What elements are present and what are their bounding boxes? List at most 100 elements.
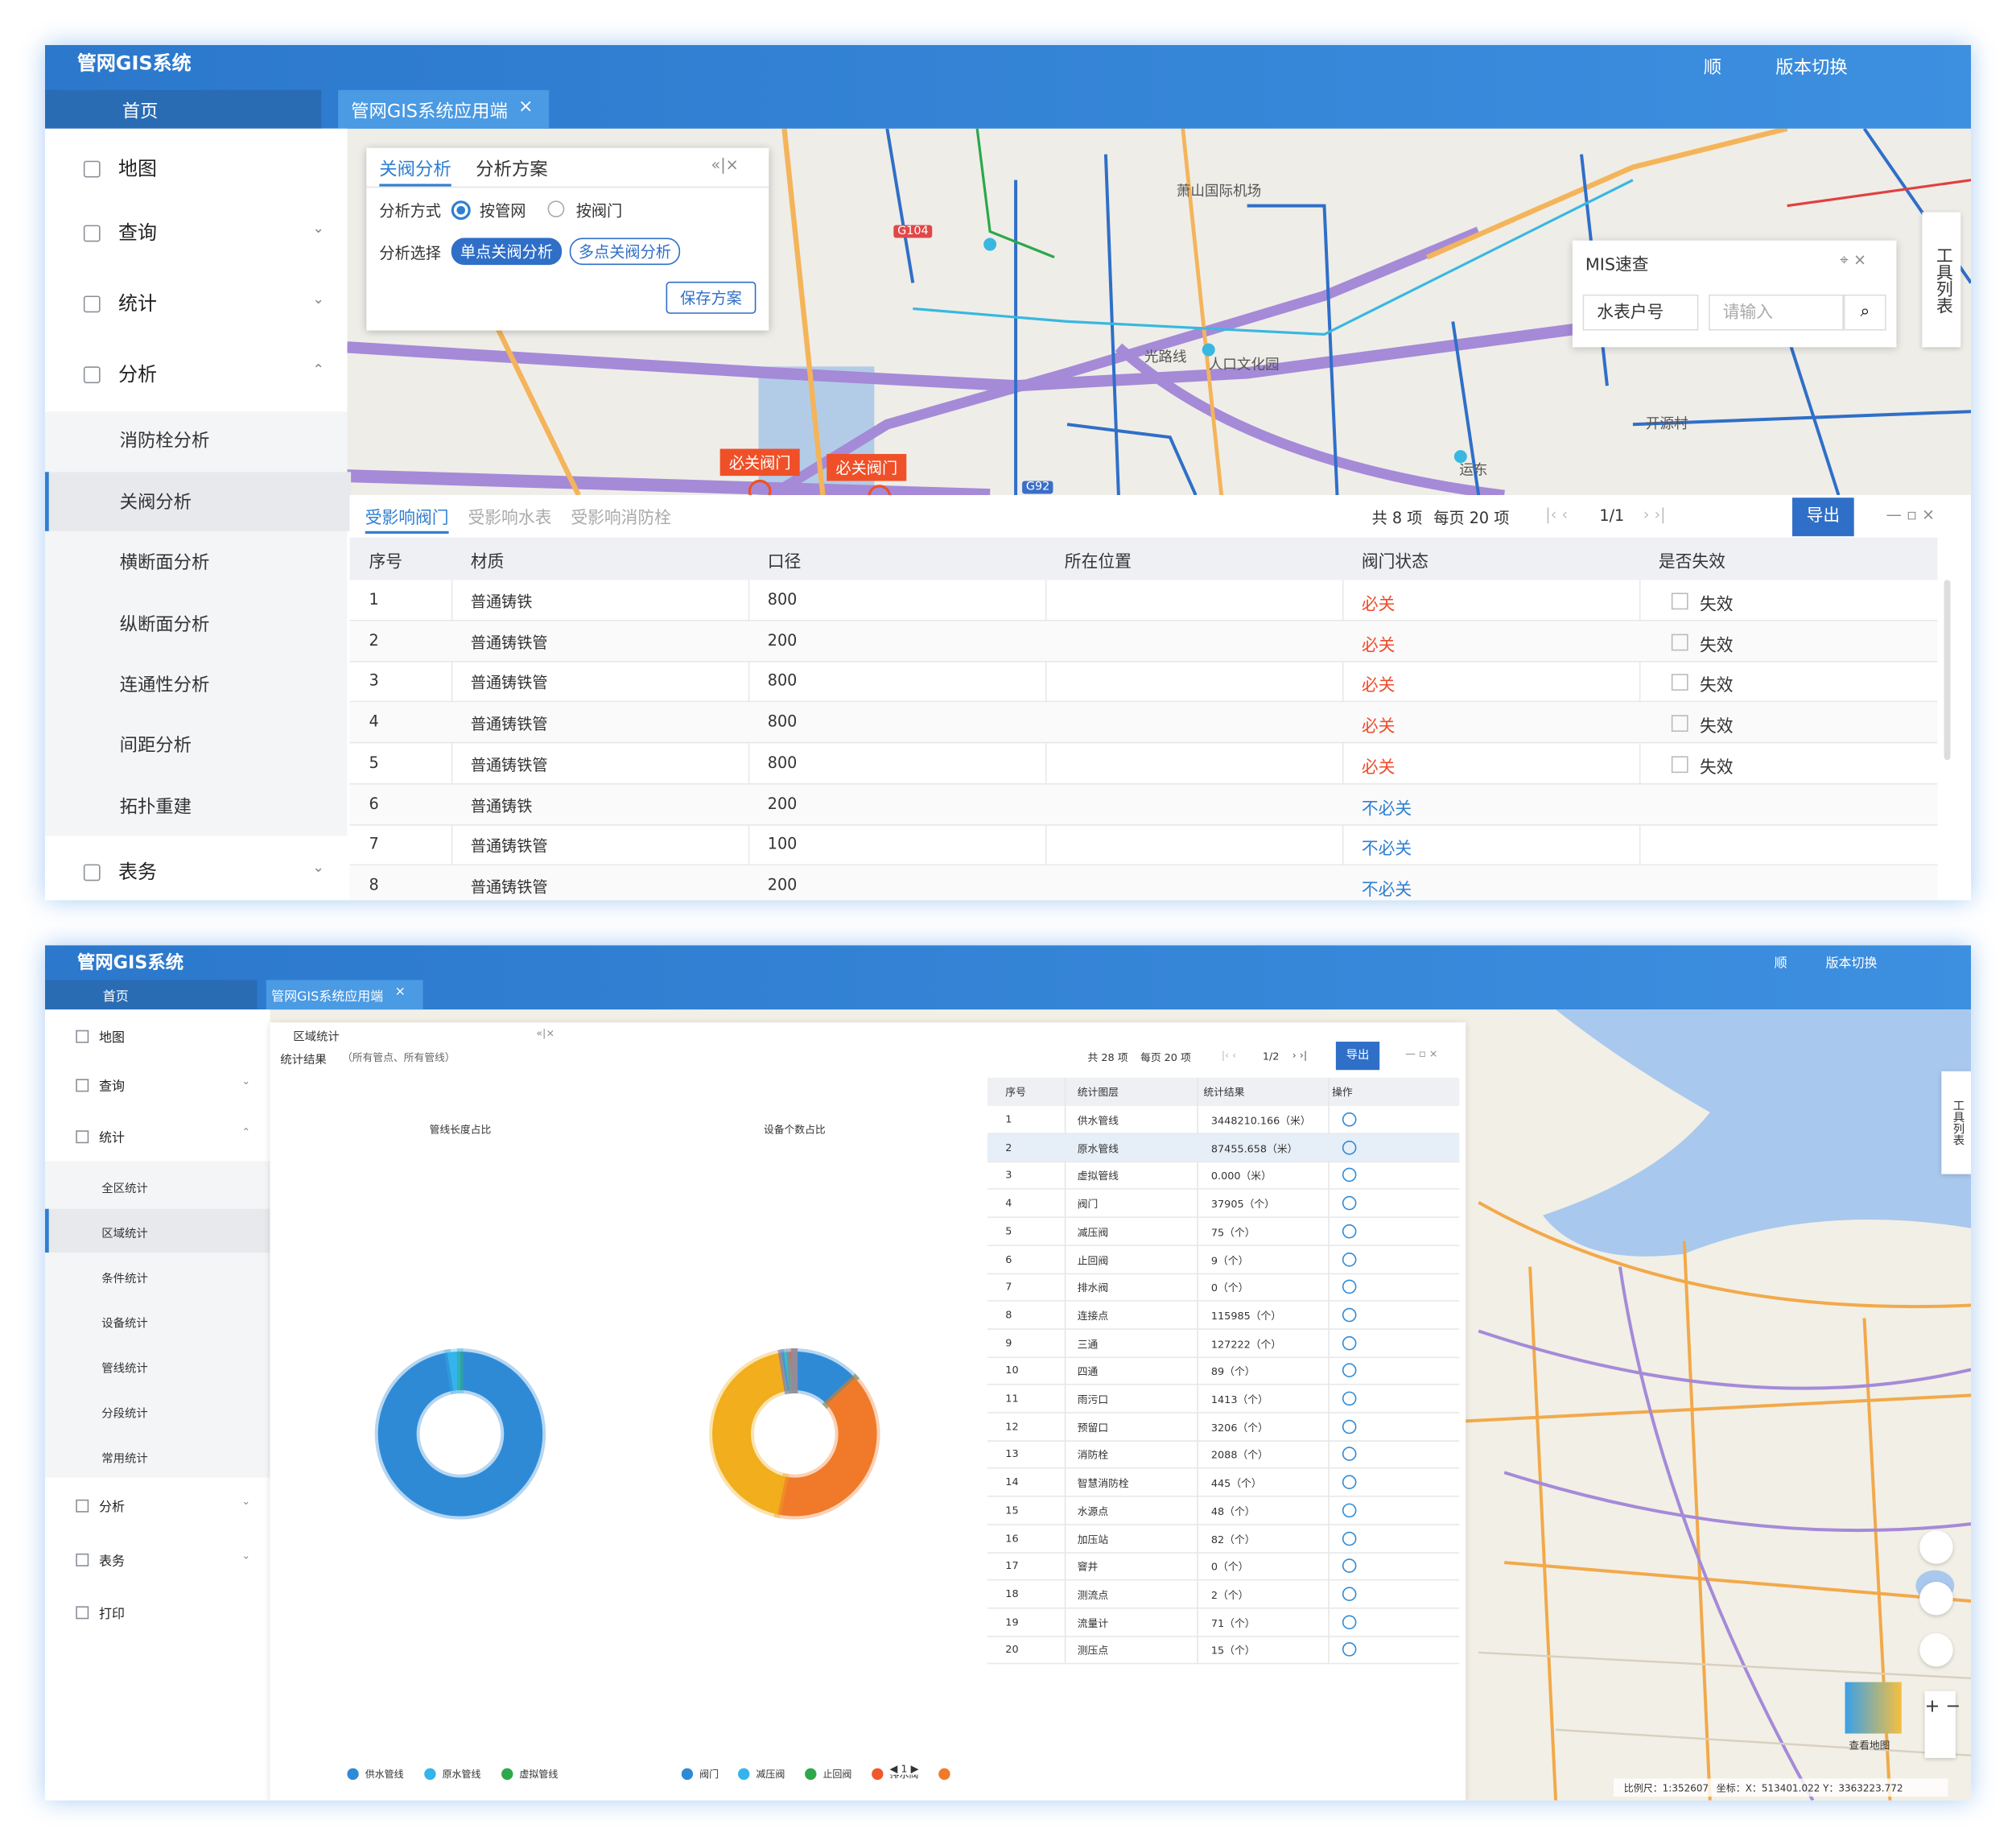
tab-app[interactable]: 管网GIS系统应用端: [271, 990, 384, 1005]
submenu-item[interactable]: 连通性分析: [119, 675, 210, 696]
checkbox[interactable]: [1671, 715, 1688, 733]
submenu-item[interactable]: 消防栓分析: [119, 431, 210, 452]
menu-item[interactable]: 统计: [99, 1131, 125, 1146]
submenu-item[interactable]: 设备统计: [101, 1318, 148, 1331]
op-icon[interactable]: [1342, 1224, 1357, 1239]
panel-tab[interactable]: 关阀分析: [379, 155, 451, 187]
op-icon[interactable]: [1342, 1614, 1357, 1629]
menu-item[interactable]: 分析: [117, 362, 157, 386]
mis-search[interactable]: ⌕: [1843, 294, 1886, 331]
submenu-item[interactable]: 间距分析: [119, 735, 192, 757]
option-active[interactable]: 单点关阀分析: [451, 237, 563, 266]
legend-label: 原水管线: [442, 1768, 481, 1781]
op-icon[interactable]: [1342, 1475, 1357, 1490]
submenu-item[interactable]: 区域统计: [101, 1228, 148, 1241]
cell-result: 48（个）: [1210, 1505, 1255, 1517]
op-icon[interactable]: [1342, 1642, 1357, 1657]
result-tab[interactable]: 受影响阀门: [365, 504, 449, 534]
op-icon[interactable]: [1342, 1140, 1357, 1155]
op-icon[interactable]: [1342, 1558, 1357, 1574]
checkbox[interactable]: [1671, 756, 1688, 773]
export-button[interactable]: 导出: [1335, 1042, 1380, 1071]
pager: |‹ ‹: [1545, 505, 1569, 524]
per-page[interactable]: 每页 20 项: [1433, 509, 1510, 528]
result-tab[interactable]: 受影响消防栓: [571, 509, 671, 529]
menu-arrow: ⌄: [312, 220, 324, 237]
map-tool[interactable]: [1919, 1582, 1953, 1616]
checkbox[interactable]: [1671, 674, 1688, 691]
radio-label[interactable]: 按管网: [479, 201, 526, 221]
version-switch[interactable]: 版本切换: [1825, 956, 1878, 972]
cell-no: 17: [1005, 1560, 1019, 1572]
total: 共 28 项: [1087, 1051, 1128, 1064]
op-icon[interactable]: [1342, 1503, 1357, 1517]
option[interactable]: 多点关阀分析: [569, 237, 681, 266]
submenu-item[interactable]: 纵断面分析: [119, 614, 210, 636]
donut-slice: [822, 1373, 860, 1410]
menu-item[interactable]: 分析: [99, 1500, 125, 1515]
op-icon[interactable]: [1342, 1363, 1357, 1378]
op-icon[interactable]: [1342, 1587, 1357, 1601]
submenu-item[interactable]: 常用统计: [101, 1453, 148, 1467]
save-button[interactable]: 保存方案: [666, 281, 757, 314]
op-icon[interactable]: [1342, 1419, 1357, 1434]
cell-diameter: 800: [767, 590, 798, 609]
op-icon[interactable]: [1342, 1335, 1357, 1350]
op-icon[interactable]: [1342, 1112, 1357, 1127]
checkbox[interactable]: [1671, 592, 1688, 610]
radio-on[interactable]: [451, 200, 471, 221]
map-tool[interactable]: [1919, 1530, 1953, 1564]
op-icon[interactable]: [1342, 1447, 1357, 1462]
checkbox[interactable]: [1671, 634, 1688, 650]
menu-item[interactable]: 查询: [117, 221, 157, 245]
submenu-item[interactable]: 全区统计: [101, 1183, 148, 1196]
menu-icon: [83, 864, 101, 881]
submenu-item[interactable]: 管线统计: [101, 1363, 148, 1377]
panel-tab[interactable]: 分析方案: [476, 159, 548, 180]
menu-item[interactable]: 打印: [99, 1607, 125, 1622]
menu-item[interactable]: 查询: [99, 1079, 125, 1095]
user[interactable]: 顺: [1774, 956, 1787, 972]
menu-item[interactable]: 表务: [117, 860, 157, 884]
map-tool[interactable]: [1919, 1632, 1953, 1667]
legend-page: 1: [901, 1763, 908, 1775]
cell-result: 127222（个）: [1210, 1338, 1282, 1350]
op-icon[interactable]: [1342, 1530, 1357, 1546]
tab-home[interactable]: 首页: [122, 101, 159, 122]
menu-item[interactable]: 地图: [117, 156, 157, 180]
cell-status: 不必关: [1361, 840, 1412, 860]
per-page[interactable]: 每页 20 项: [1140, 1051, 1191, 1064]
toolbox[interactable]: 工具列表: [1941, 1071, 1972, 1174]
tab-app[interactable]: 管网GIS系统应用端: [351, 101, 508, 122]
op-icon[interactable]: [1342, 1391, 1357, 1406]
submenu-item[interactable]: 条件统计: [101, 1273, 148, 1286]
op-icon[interactable]: [1342, 1307, 1357, 1323]
panel-divider: [366, 186, 769, 188]
radio-off[interactable]: [547, 200, 565, 217]
donut-slice: [785, 1348, 798, 1394]
toolbox[interactable]: 工具列表: [1922, 212, 1961, 348]
submenu-item[interactable]: 分段统计: [101, 1408, 148, 1422]
export-button[interactable]: 导出: [1792, 497, 1854, 537]
mis-input[interactable]: 请输入: [1709, 294, 1844, 331]
mis-field[interactable]: 水表户号: [1582, 294, 1699, 331]
submenu-item[interactable]: 横断面分析: [119, 552, 210, 574]
menu-item[interactable]: 地图: [99, 1031, 125, 1046]
radio-label[interactable]: 按阀门: [575, 201, 623, 221]
tab-home[interactable]: 首页: [102, 990, 129, 1005]
zoom-control[interactable]: + −: [1924, 1690, 1960, 1758]
user[interactable]: 顺: [1703, 57, 1722, 79]
result-tab[interactable]: 受影响水表: [468, 509, 552, 529]
menu-item[interactable]: 统计: [117, 291, 157, 316]
submenu-item[interactable]: 拓扑重建: [119, 797, 192, 819]
op-icon[interactable]: [1342, 1168, 1357, 1183]
view-map[interactable]: 查看地图: [1849, 1740, 1890, 1752]
version-switch[interactable]: 版本切换: [1775, 57, 1848, 79]
menu-item[interactable]: 表务: [99, 1554, 125, 1570]
op-icon[interactable]: [1342, 1195, 1357, 1211]
view-map-thumb[interactable]: [1845, 1682, 1902, 1734]
column-header: 是否失效: [1658, 552, 1725, 572]
op-icon[interactable]: [1342, 1279, 1357, 1294]
submenu-item[interactable]: 关阀分析: [119, 492, 192, 514]
op-icon[interactable]: [1342, 1252, 1357, 1266]
